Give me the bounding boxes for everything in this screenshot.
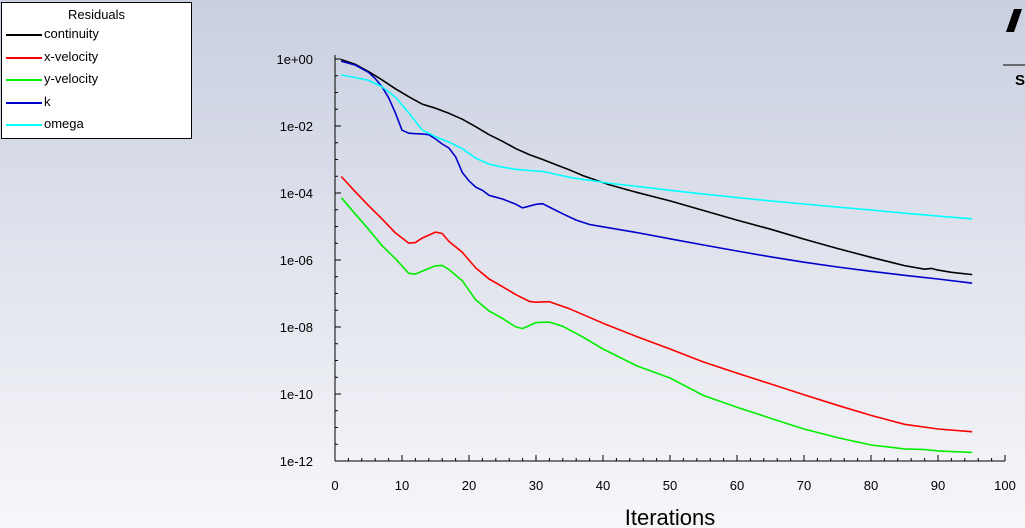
- x-tick-label: 40: [596, 478, 610, 493]
- legend-box: Residuals continuity x-velocity y-velocity…: [1, 2, 192, 139]
- legend-item-k: k: [2, 91, 191, 114]
- x-tick-label: 10: [395, 478, 409, 493]
- legend-items: continuity x-velocity y-velocity k omega: [2, 23, 191, 136]
- legend-label: k: [44, 93, 51, 109]
- legend-item-x-velocity: x-velocity: [2, 46, 191, 69]
- x-tick-label: 80: [864, 478, 878, 493]
- legend-swatch: [6, 101, 42, 104]
- legend-swatch: [6, 124, 42, 126]
- legend-label: omega: [44, 116, 84, 131]
- plot-series: [340, 58, 973, 454]
- series-line-continuity: [340, 58, 973, 276]
- brand-logo: S: [1003, 9, 1025, 89]
- legend-swatch: [6, 34, 42, 36]
- y-tick-label: 1e-10: [280, 387, 313, 402]
- x-tick-label: 50: [663, 478, 677, 493]
- series-line-k: [340, 60, 973, 284]
- x-tick-label: 100: [994, 478, 1016, 493]
- y-tick-label: 1e-06: [280, 253, 313, 268]
- y-tick-label: 1e-02: [280, 119, 313, 134]
- legend-swatch: [6, 79, 42, 81]
- legend-item-continuity: continuity: [2, 23, 191, 46]
- series-line-omega: [340, 74, 973, 220]
- legend-item-y-velocity: y-velocity: [2, 68, 191, 91]
- legend-title: Residuals: [67, 7, 126, 22]
- legend-swatch: [6, 56, 42, 59]
- legend-label: y-velocity: [44, 71, 99, 86]
- series-line-y-velocity: [340, 197, 973, 454]
- legend-label: x-velocity: [44, 48, 99, 64]
- y-tick-label: 1e-04: [280, 186, 313, 201]
- y-tick-label: 1e-08: [280, 320, 313, 335]
- y-tick-label: 1e+00: [276, 52, 313, 67]
- y-tick-label: 1e-12: [280, 454, 313, 469]
- x-tick-label: 60: [730, 478, 744, 493]
- x-tick-label: 0: [331, 478, 338, 493]
- x-tick-label: 90: [931, 478, 945, 493]
- legend-label: continuity: [44, 26, 99, 41]
- x-tick-label: 20: [462, 478, 476, 493]
- x-tick-label: 30: [529, 478, 543, 493]
- plot-axes: 0 10 20 30 40 50 60 70 80 90 100 1e-12 1e-10 1e-08 1e-…: [276, 52, 1015, 528]
- legend-item-omega: omega: [2, 113, 191, 136]
- logo-mark-icon: [1006, 9, 1022, 32]
- series-line-x-velocity: [340, 176, 973, 433]
- x-tick-label: 70: [797, 478, 811, 493]
- logo-text: S: [1015, 72, 1025, 89]
- x-axis-label: Iterations: [625, 505, 716, 528]
